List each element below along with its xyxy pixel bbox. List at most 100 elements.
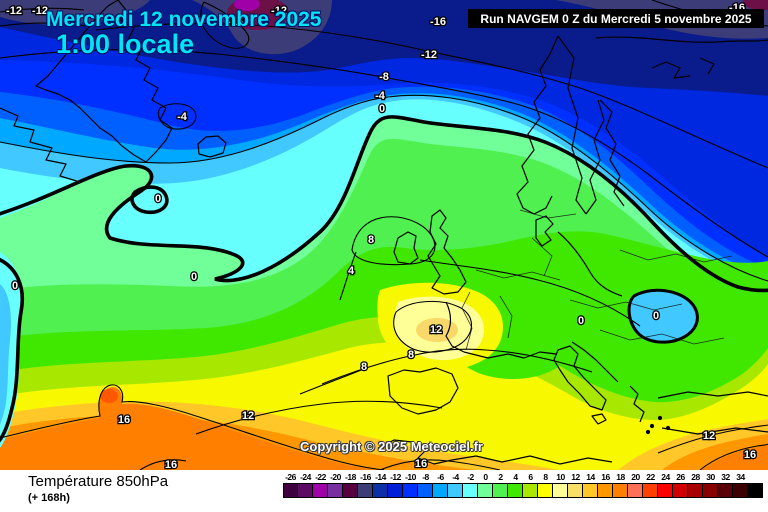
zero-contour-thick	[0, 115, 768, 443]
contour-label: -12	[421, 49, 437, 61]
legend-cell	[747, 483, 763, 498]
black-sea	[627, 288, 699, 344]
legend-tick: -20	[330, 472, 341, 482]
contour-label: 12	[242, 410, 254, 422]
contour-label: -16	[430, 16, 446, 28]
legend-tick: 6	[528, 472, 533, 482]
legend-cell	[672, 483, 688, 498]
legend-cell	[477, 483, 493, 498]
legend-column: -16	[357, 471, 373, 498]
legend-column: 34	[732, 471, 748, 498]
legend-tick: 20	[631, 472, 640, 482]
legend-cell	[357, 483, 373, 498]
legend-tick: -22	[315, 472, 326, 482]
legend-column: -14	[372, 471, 388, 498]
legend-column: 8	[537, 471, 553, 498]
legend-tick: 0	[483, 472, 488, 482]
legend-column: -6	[432, 471, 448, 498]
legend-column: -22	[312, 471, 328, 498]
legend-tick: -10	[405, 472, 416, 482]
legend-column: 12	[567, 471, 583, 498]
legend-column: 14	[582, 471, 598, 498]
legend-tick: 24	[661, 472, 670, 482]
model-run-banner: Run NAVGEM 0 Z du Mercredi 5 novembre 20…	[468, 9, 764, 28]
contour-label: 16	[415, 458, 427, 470]
legend-tick: 32	[721, 472, 730, 482]
contour-label: 16	[165, 459, 177, 470]
contour-label: 0	[379, 103, 385, 115]
legend-tick: -4	[452, 472, 459, 482]
contour-label: -16	[227, 16, 243, 28]
legend-cell	[657, 483, 673, 498]
contour-label: 4	[348, 265, 355, 277]
legend-column: 16	[597, 471, 613, 498]
legend-column: 22	[642, 471, 658, 498]
legend-cell	[642, 483, 658, 498]
contour-label: 0	[653, 310, 659, 322]
legend-column: -8	[417, 471, 433, 498]
legend-cell	[597, 483, 613, 498]
legend-tick: 18	[616, 472, 625, 482]
contour-label: 0	[191, 271, 197, 283]
legend-cell	[447, 483, 463, 498]
legend-tick: 16	[601, 472, 610, 482]
legend-cell	[387, 483, 403, 498]
field-magenta-blob	[234, 0, 260, 11]
legend-cell	[567, 483, 583, 498]
map-time-label: 1:00 locale	[56, 29, 195, 59]
contour-label: -12	[271, 5, 287, 17]
copyright-label: Copyright © 2025 Meteociel.fr	[300, 439, 483, 454]
legend-cell	[702, 483, 718, 498]
legend-cell	[582, 483, 598, 498]
legend-cell	[507, 483, 523, 498]
legend-column: 32	[717, 471, 733, 498]
legend-column: 2	[492, 471, 508, 498]
footer-bar: Température 850hPa (+ 168h) -26 -24 -22 -20…	[0, 470, 768, 512]
legend-tick: 34	[736, 472, 745, 482]
legend-cell	[312, 483, 328, 498]
contour-label: -4	[177, 111, 188, 123]
legend-tick: -8	[422, 472, 429, 482]
legend-cell	[327, 483, 343, 498]
legend-column: 30	[702, 471, 718, 498]
contour-label: 8	[361, 361, 367, 373]
contour-label: -4	[375, 90, 386, 102]
legend-column: 26	[672, 471, 688, 498]
legend-cell	[522, 483, 538, 498]
france-warm-core	[416, 318, 458, 342]
legend-cell	[732, 483, 748, 498]
legend-column: 0	[477, 471, 493, 498]
contour-label: 8	[368, 234, 374, 246]
legend-tick: -26	[285, 472, 296, 482]
legend-tick: 12	[571, 472, 580, 482]
legend-cell	[612, 483, 628, 498]
legend-tick: -24	[300, 472, 311, 482]
legend-tick: -18	[345, 472, 356, 482]
legend-cell	[432, 483, 448, 498]
legend-column: -4	[447, 471, 463, 498]
legend-cell	[687, 483, 703, 498]
legend-tick: 30	[706, 472, 715, 482]
contour-label: -12	[32, 5, 48, 17]
legend-cell	[627, 483, 643, 498]
contour-label: 12	[430, 324, 442, 336]
legend-tick	[748, 471, 763, 483]
temperature-color-scale: -26 -24 -22 -20 -18 -16 -14 -12 -10 -8 -6 -4 -2 0 2 4 6 8…	[283, 471, 763, 498]
legend-tick: -6	[437, 472, 444, 482]
legend-column: 28	[687, 471, 703, 498]
temperature-map-svg: -12 -12-16-12-16-16-12-8-40-4000841288121…	[0, 0, 768, 470]
legend-tick: 10	[556, 472, 565, 482]
contour-label: 0	[155, 193, 161, 205]
map-date-label: Mercredi 12 novembre 2025	[46, 8, 322, 31]
legend-cell	[717, 483, 733, 498]
legend-tick: 28	[691, 472, 700, 482]
contour-labels-layer: -12 -12-16-12-16-16-12-8-40-4000841288121…	[5, 1, 758, 470]
legend-column: -12	[387, 471, 403, 498]
coastlines	[0, 0, 768, 465]
contour-label: 16	[744, 449, 756, 461]
contour-label: 16	[118, 414, 130, 426]
legend-tick: 8	[543, 472, 548, 482]
legend-tick: -2	[467, 472, 474, 482]
legend-tick: 22	[646, 472, 655, 482]
